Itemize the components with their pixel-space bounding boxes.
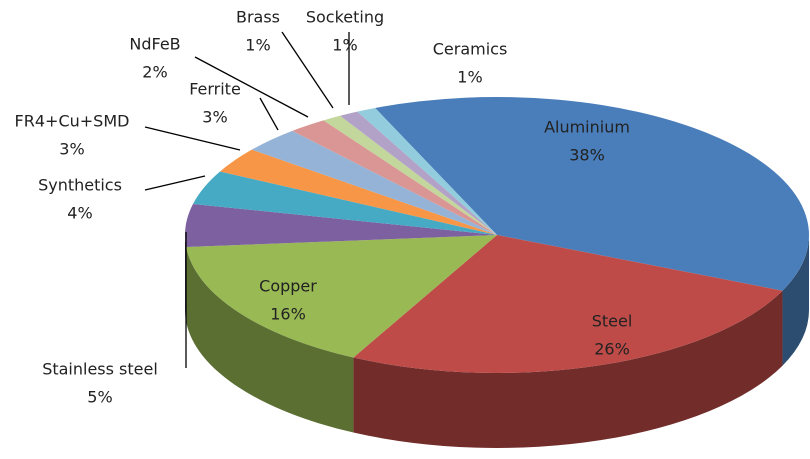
slice bbox=[323, 115, 497, 235]
slice-label: Ceramics bbox=[433, 40, 508, 59]
slice-value-label: 26% bbox=[594, 340, 630, 359]
slice bbox=[251, 130, 497, 235]
slice-value-label: 16% bbox=[270, 305, 306, 324]
slice bbox=[292, 120, 497, 235]
slice-side bbox=[782, 235, 809, 366]
slice-side bbox=[186, 247, 354, 433]
slice bbox=[186, 235, 497, 358]
leader-line bbox=[144, 175, 206, 191]
slice-value-label: 1% bbox=[457, 68, 482, 87]
leader-line bbox=[194, 56, 309, 118]
slice-value-label: 2% bbox=[142, 63, 167, 82]
slice bbox=[375, 97, 810, 291]
slice-side bbox=[353, 290, 783, 448]
slice bbox=[185, 203, 498, 248]
slice-label: Socketing bbox=[306, 8, 384, 27]
slice-label: Aluminium bbox=[544, 118, 630, 137]
slice-label: Copper bbox=[259, 277, 317, 296]
slice-value-label: 1% bbox=[245, 36, 270, 55]
slice-label: NdFeB bbox=[129, 35, 180, 54]
slice bbox=[192, 171, 498, 235]
leader-line bbox=[144, 126, 241, 151]
slice-value-label: 5% bbox=[87, 388, 112, 407]
leader-line bbox=[259, 97, 279, 131]
slice-label: FR4+Cu+SMD bbox=[15, 112, 130, 131]
slice-value-label: 38% bbox=[569, 146, 605, 165]
leader-line bbox=[281, 31, 334, 109]
slice-value-label: 3% bbox=[202, 108, 227, 127]
slice bbox=[220, 149, 498, 235]
slice-value-label: 1% bbox=[332, 36, 357, 55]
slice bbox=[357, 107, 497, 235]
slice-label: Ferrite bbox=[189, 80, 241, 99]
slice-label: Steel bbox=[592, 312, 633, 331]
slice-label: Synthetics bbox=[38, 176, 122, 195]
slice-label: Stainless steel bbox=[42, 360, 158, 379]
slice-value-label: 3% bbox=[59, 140, 84, 159]
slice-label: Brass bbox=[236, 8, 280, 27]
slice bbox=[353, 235, 783, 373]
slice bbox=[340, 111, 497, 235]
slice-value-label: 4% bbox=[67, 204, 92, 223]
